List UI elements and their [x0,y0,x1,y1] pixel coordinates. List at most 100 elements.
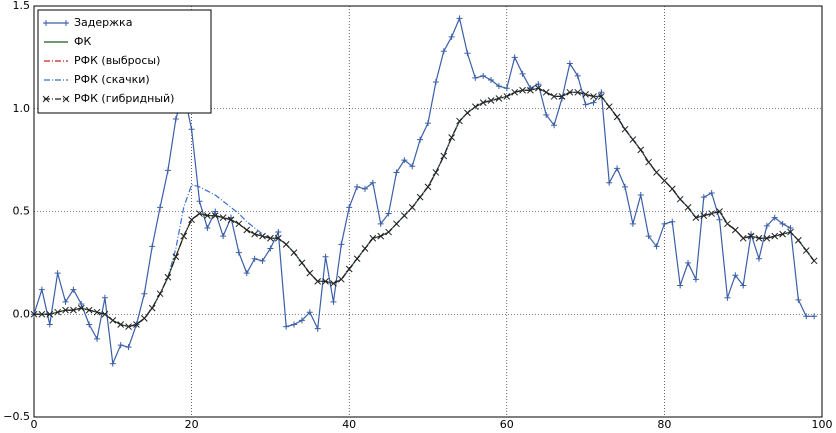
marker [692,214,700,222]
marker [479,99,487,106]
marker [519,70,526,77]
marker [275,229,282,236]
marker [550,93,558,100]
marker [613,113,621,121]
marker [393,220,400,228]
marker [637,192,644,199]
marker [220,233,227,240]
marker [188,126,195,133]
marker [487,97,495,104]
legend-marker [42,95,50,103]
series-line [34,87,815,328]
marker [337,275,345,283]
marker [417,136,424,143]
marker [101,294,108,301]
marker [677,282,684,289]
legend-marker [62,95,70,103]
marker [716,208,723,215]
marker [724,294,731,301]
marker [661,177,668,185]
marker [527,86,534,94]
marker [700,194,707,201]
marker [732,272,739,279]
x-tick-label: 60 [500,418,514,431]
marker [274,234,282,242]
marker [716,216,723,223]
marker [779,220,786,227]
marker [322,253,329,260]
x-tick-label: 20 [185,418,199,431]
series-line [34,87,815,328]
plot-frame [33,5,823,418]
marker [731,226,739,234]
marker [488,76,495,83]
marker [740,282,747,289]
marker [219,214,227,222]
y-tick-label: 1.0 [13,102,31,115]
marker [684,204,692,211]
marker [361,245,369,252]
marker [109,360,116,367]
marker [401,157,408,164]
marker [558,93,566,100]
marker [534,84,542,92]
marker [330,280,337,287]
marker [235,249,242,256]
marker [140,315,148,322]
x-tick-label: 0 [31,418,38,431]
marker [282,241,290,248]
marker [448,134,455,141]
marker [755,234,763,242]
marker [125,323,132,330]
y-tick-label: 1.5 [13,0,31,12]
marker [803,313,810,320]
x-tick-label: 80 [657,418,671,431]
marker [85,306,93,314]
marker [148,304,156,312]
marker [456,117,463,125]
marker [795,236,802,244]
marker [432,169,440,176]
marker [283,323,290,330]
marker [314,325,321,332]
y-tick-label: 0.5 [13,205,31,218]
marker [369,234,377,242]
marker [480,72,487,79]
marker [511,54,518,61]
marker [346,204,353,211]
marker [291,321,298,328]
marker [141,290,148,297]
marker [298,317,305,324]
marker [779,230,786,238]
marker [495,95,503,102]
legend-marker [43,20,49,26]
marker [180,232,188,240]
marker [582,101,589,108]
marker [77,304,85,312]
marker [259,232,266,240]
marker [771,214,778,221]
marker [109,317,117,324]
marker [78,300,85,307]
marker [668,185,676,193]
marker [172,253,180,261]
marker [38,310,46,318]
marker [724,220,731,228]
marker [204,212,211,219]
marker [354,183,361,190]
marker [621,125,629,133]
series-line [34,87,815,328]
marker [464,50,471,57]
series-line [34,87,815,328]
legend-label: ФК [74,35,91,48]
marker [810,257,818,265]
marker [377,232,385,240]
marker [164,167,171,174]
marker [243,270,250,277]
marker [393,169,400,176]
marker [495,83,502,90]
y-tick-label: 0.0 [13,307,31,320]
legend-label: РФК (гибридный) [74,92,174,105]
marker [755,255,762,262]
marker [440,152,448,160]
